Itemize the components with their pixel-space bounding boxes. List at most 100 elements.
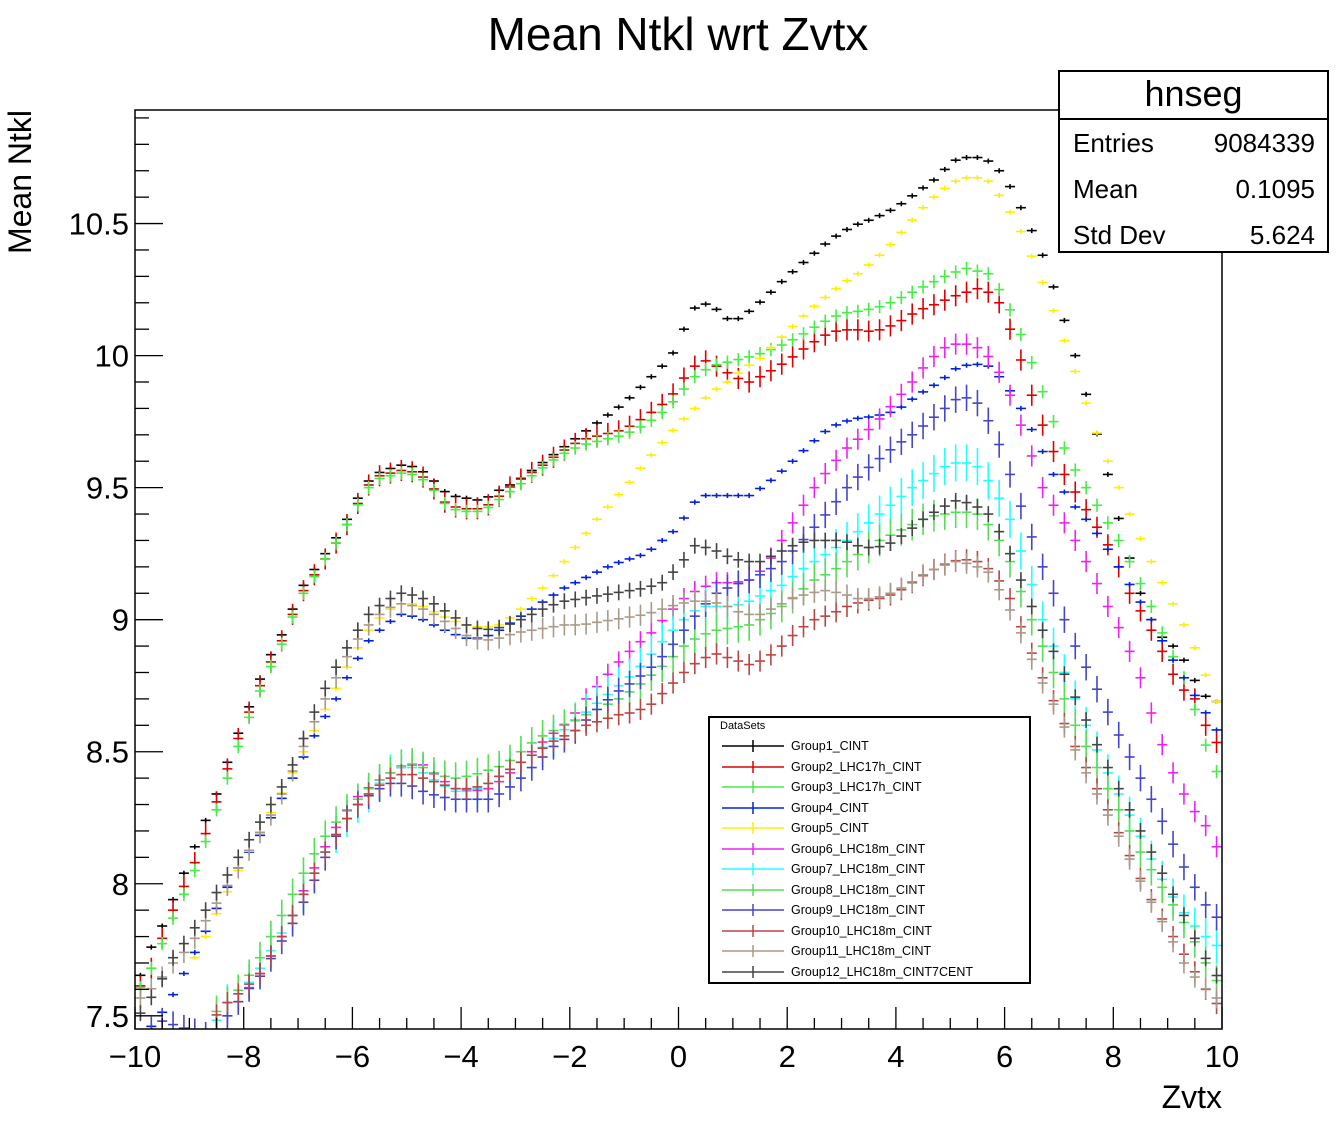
data-point — [939, 554, 950, 576]
legend-item: Group1_CINT — [710, 736, 1030, 756]
data-point — [591, 711, 602, 733]
data-point — [1102, 759, 1113, 776]
data-point — [624, 670, 635, 698]
data-point — [1015, 405, 1026, 411]
data-point — [1059, 716, 1070, 738]
data-point — [1168, 886, 1179, 903]
data-point — [1026, 648, 1037, 670]
data-point — [178, 887, 189, 901]
data-point — [994, 282, 1005, 297]
data-point — [1015, 205, 1026, 211]
data-point — [178, 971, 189, 977]
data-point — [983, 506, 994, 522]
data-point — [407, 587, 418, 603]
data-point — [1189, 930, 1200, 947]
data-point — [1037, 449, 1048, 455]
data-point — [896, 201, 907, 207]
data-point — [983, 281, 994, 303]
data-point — [874, 445, 885, 472]
data-point — [1070, 739, 1081, 761]
data-point — [483, 772, 494, 794]
legend-label: Group9_LHC18m_CINT — [791, 903, 926, 917]
data-point — [168, 1011, 179, 1029]
data-point — [1135, 590, 1146, 596]
data-point — [1146, 702, 1157, 724]
data-point — [1102, 595, 1113, 618]
data-point — [1157, 808, 1168, 835]
data-point — [341, 808, 352, 830]
data-point — [646, 452, 657, 458]
data-point — [852, 428, 863, 450]
data-point — [548, 573, 559, 579]
data-point — [396, 764, 407, 786]
data-point — [776, 635, 787, 657]
data-point — [1168, 643, 1179, 649]
legend-item: Group5_CINT — [710, 818, 1030, 838]
data-point — [559, 614, 570, 636]
data-point — [1189, 645, 1200, 651]
data-point — [820, 580, 831, 602]
data-point — [1015, 532, 1026, 570]
data-point — [559, 593, 570, 610]
legend-marker — [722, 760, 784, 773]
data-point — [494, 619, 505, 636]
y-axis-label: Mean Ntkl — [2, 110, 38, 254]
legend-marker — [722, 945, 784, 957]
data-point — [961, 333, 972, 355]
data-point — [809, 250, 820, 256]
data-point — [885, 396, 896, 418]
data-point — [1015, 572, 1026, 588]
data-point — [1189, 692, 1200, 698]
data-point — [961, 281, 972, 303]
data-point — [776, 543, 787, 559]
data-point — [1005, 209, 1016, 215]
data-point — [483, 500, 494, 515]
data-point — [396, 585, 407, 602]
data-point — [450, 503, 461, 517]
data-point — [1015, 228, 1026, 234]
data-point — [255, 814, 266, 831]
data-point — [461, 617, 472, 633]
legend-item: Group8_LHC18m_CINT — [710, 880, 1030, 900]
data-point — [1059, 338, 1070, 344]
data-point — [635, 580, 646, 597]
data-point — [298, 883, 309, 905]
data-point — [1124, 640, 1135, 662]
data-point — [1059, 512, 1070, 534]
data-point — [787, 333, 798, 347]
data-point — [320, 714, 331, 720]
data-point — [602, 412, 613, 418]
data-point — [1211, 727, 1222, 733]
data-point — [939, 448, 950, 485]
data-point — [537, 737, 548, 759]
data-point — [613, 404, 624, 410]
data-point — [950, 492, 961, 509]
data-point — [841, 306, 852, 320]
data-point — [1124, 511, 1135, 517]
data-point — [1178, 783, 1189, 805]
data-point — [1157, 638, 1168, 644]
legend-label: Group8_LHC18m_CINT — [791, 882, 926, 897]
data-point — [505, 616, 516, 632]
data-point — [385, 469, 396, 483]
data-point — [602, 504, 613, 510]
x-tick-label: 10 — [1205, 1039, 1239, 1074]
data-point — [722, 548, 733, 565]
data-point — [1157, 580, 1168, 586]
data-point — [711, 358, 722, 372]
data-point — [1070, 481, 1081, 503]
data-point — [1113, 793, 1124, 826]
data-point — [1189, 702, 1200, 717]
data-point — [374, 471, 385, 485]
legend-marker — [722, 904, 784, 916]
data-point — [744, 566, 755, 594]
stats-label: Mean — [1073, 174, 1139, 204]
data-point — [1015, 492, 1026, 520]
data-point — [722, 493, 733, 499]
legend-marker — [722, 965, 784, 978]
data-point — [831, 309, 842, 323]
data-point — [602, 609, 613, 632]
data-point — [646, 374, 657, 380]
data-point — [1059, 683, 1070, 715]
data-point — [939, 166, 950, 172]
